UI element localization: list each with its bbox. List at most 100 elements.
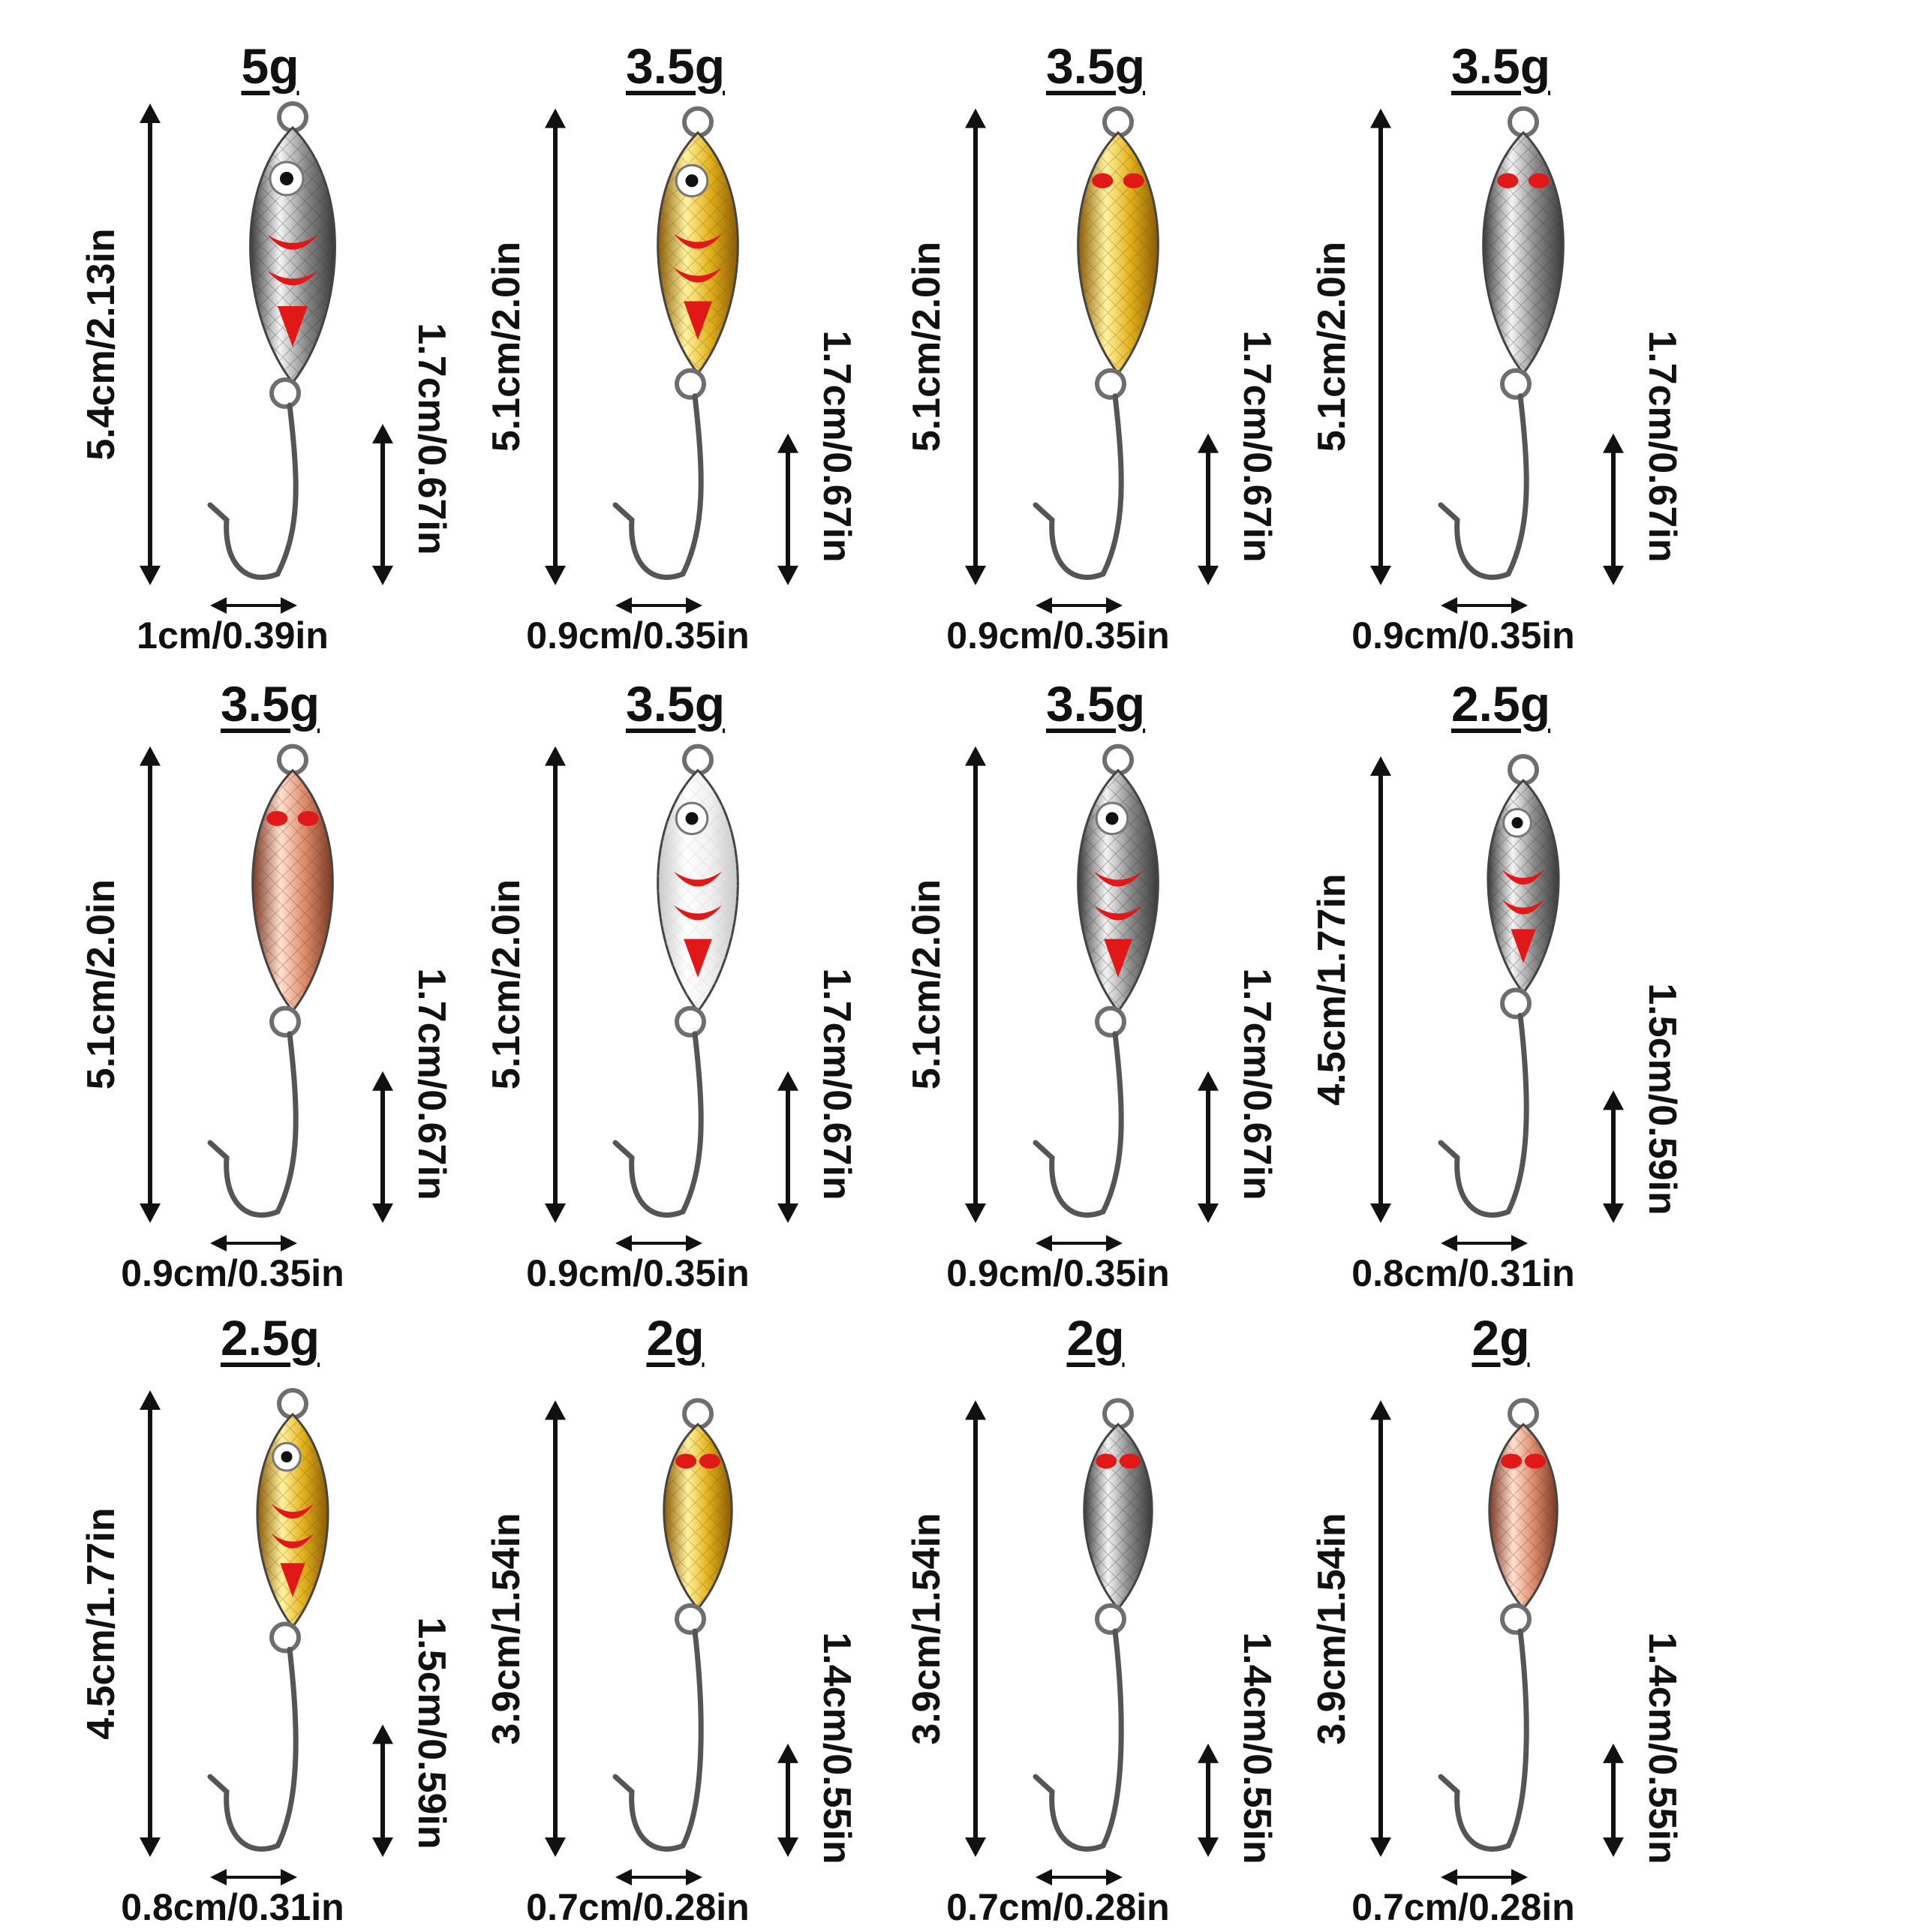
- hook-length-arrow: [372, 1071, 393, 1223]
- split-ring: [1500, 987, 1532, 1020]
- length-arrow: [965, 746, 986, 1223]
- weight-label: 2g: [1066, 1310, 1125, 1366]
- hook-length-label: 1.5cm/0.59in: [410, 1617, 453, 1849]
- gap-width-label: 0.9cm/0.35in: [1351, 614, 1575, 657]
- scale-texture: [252, 770, 333, 1011]
- hook-length-arrow: [1198, 1071, 1219, 1223]
- hook-length-label: 1.7cm/0.67in: [1235, 330, 1279, 563]
- scale-texture: [1483, 132, 1564, 374]
- scale-texture: [250, 128, 335, 383]
- hook: [207, 1031, 299, 1218]
- length-arrow: [545, 1400, 566, 1857]
- gap-width-arrow: [615, 1869, 702, 1885]
- hook: [1033, 1031, 1124, 1218]
- hook: [207, 402, 299, 580]
- lure-card: 3.5g 5.1cm/2.0in 1.7cm/0.67in 0.9cm/0.35in: [450, 653, 870, 1298]
- red-gill-dot: [1123, 173, 1144, 188]
- red-tail-mark: [278, 306, 308, 347]
- hook: [612, 1031, 704, 1218]
- lure-card: 2.5g 4.5cm/1.77in 1.5cm/0.59in 0.8cm/0.31in: [1276, 653, 1696, 1298]
- red-stripe: [1502, 870, 1545, 885]
- weight-label: 3.5g: [1451, 38, 1551, 94]
- length-label: 5.1cm/2.0in: [485, 242, 528, 452]
- lure-card: 2g 3.9cm/1.54in 1.4cm/0.55in 0.7cm/0.28in: [1276, 1287, 1696, 1932]
- gap-width-label: 0.9cm/0.35in: [526, 1252, 750, 1294]
- hook-length-label: 1.7cm/0.67in: [1235, 968, 1279, 1200]
- scale-texture: [1084, 1424, 1153, 1609]
- split-ring: [675, 1005, 706, 1038]
- lure-card: 3.5g 5.1cm/2.0in 1.7cm/0.67in 0.9cm/0.35in: [1276, 15, 1696, 660]
- weight-label: 5g: [241, 38, 299, 94]
- hook-length-label: 1.7cm/0.67in: [1640, 330, 1684, 563]
- hook-length-arrow: [372, 424, 393, 585]
- length-arrow: [140, 1390, 161, 1857]
- lure-illustration: [965, 106, 1219, 614]
- scale-texture: [657, 770, 738, 1011]
- hook-length-arrow: [372, 1724, 393, 1857]
- split-ring: [1500, 1603, 1532, 1635]
- split-ring: [675, 1603, 706, 1635]
- weight-label: 2g: [1472, 1310, 1530, 1366]
- red-gill-dot: [1096, 1453, 1117, 1469]
- gap-width-label: 0.9cm/0.35in: [946, 614, 1170, 657]
- lure-card: 3.5g 5.1cm/2.0in 1.7cm/0.67in 0.9cm/0.35in: [45, 653, 465, 1298]
- hook-length-label: 1.7cm/0.67in: [410, 323, 453, 555]
- hook-length-arrow: [1603, 1743, 1624, 1857]
- red-stripe: [267, 270, 318, 286]
- hook-length-arrow: [777, 433, 798, 585]
- length-arrow: [140, 104, 161, 585]
- length-arrow: [1370, 1400, 1391, 1857]
- gap-width-arrow: [1441, 597, 1528, 614]
- lure-illustration: [140, 744, 393, 1251]
- weight-label: 3.5g: [625, 38, 726, 94]
- split-ring: [269, 1621, 301, 1654]
- length-arrow: [545, 108, 566, 585]
- hook: [1438, 393, 1529, 580]
- gap-width-arrow: [210, 1869, 297, 1885]
- gap-width-label: 1cm/0.39in: [137, 614, 329, 657]
- red-gill-dot: [1528, 173, 1550, 188]
- red-stripe: [1093, 871, 1143, 887]
- length-label: 3.9cm/1.54in: [905, 1513, 948, 1745]
- weight-label: 2g: [646, 1310, 705, 1366]
- length-label: 4.5cm/1.77in: [1310, 873, 1354, 1106]
- length-arrow: [965, 108, 986, 585]
- hook-length-label: 1.7cm/0.67in: [815, 968, 858, 1200]
- split-ring: [269, 377, 301, 409]
- gap-width-arrow: [615, 1235, 702, 1251]
- red-stripe: [1093, 905, 1143, 921]
- hook: [1033, 393, 1124, 580]
- length-label: 5.1cm/2.0in: [905, 242, 948, 452]
- gap-width-arrow: [1036, 1869, 1123, 1885]
- red-stripe: [673, 905, 723, 921]
- length-label: 5.1cm/2.0in: [485, 879, 528, 1090]
- red-tail-mark: [280, 1563, 305, 1597]
- red-gill-dot: [1501, 1453, 1523, 1469]
- red-gill-dot: [1092, 173, 1114, 188]
- red-gill-dot: [1524, 1453, 1546, 1469]
- length-arrow: [545, 746, 566, 1223]
- lure-card: 3.5g 5.1cm/2.0in 1.7cm/0.67in 0.9cm/0.35in: [870, 653, 1291, 1298]
- hook-length-label: 1.5cm/0.59in: [1640, 983, 1684, 1215]
- red-stripe: [673, 871, 723, 887]
- hook-length-label: 1.4cm/0.55in: [1235, 1632, 1279, 1864]
- lure-card: 2g 3.9cm/1.54in 1.4cm/0.55in 0.7cm/0.28in: [870, 1287, 1291, 1932]
- red-gill-dot: [297, 810, 319, 826]
- length-arrow: [140, 746, 161, 1223]
- lure-illustration: [140, 101, 393, 614]
- hook-length-label: 1.7cm/0.67in: [410, 968, 453, 1200]
- gap-width-arrow: [1036, 1235, 1123, 1251]
- length-arrow: [1370, 108, 1391, 585]
- red-stripe: [271, 1533, 314, 1549]
- lure-illustration: [965, 744, 1219, 1251]
- gap-width-arrow: [615, 597, 702, 614]
- red-stripe: [1502, 899, 1545, 915]
- gap-width-arrow: [1036, 597, 1123, 614]
- scale-texture: [657, 132, 738, 374]
- length-label: 5.4cm/2.13in: [80, 228, 123, 461]
- lure-illustration: [1370, 106, 1624, 614]
- weight-label: 3.5g: [1045, 38, 1146, 94]
- lure-card: 3.5g 5.1cm/2.0in 1.7cm/0.67in 0.9cm/0.35in: [870, 15, 1291, 660]
- red-stripe: [271, 1504, 314, 1519]
- gap-width-arrow: [1441, 1235, 1528, 1251]
